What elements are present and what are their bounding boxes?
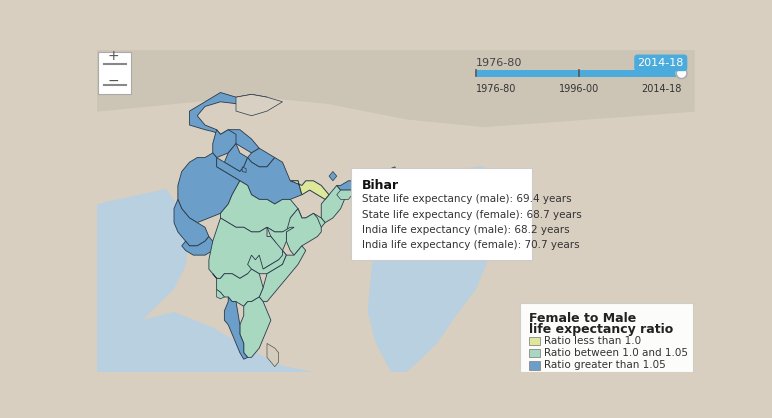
Text: −: − <box>108 74 120 88</box>
Polygon shape <box>96 189 189 335</box>
Text: Ratio between 1.0 and 1.05: Ratio between 1.0 and 1.05 <box>544 348 689 358</box>
Polygon shape <box>321 186 344 223</box>
Polygon shape <box>337 190 356 199</box>
Text: Ratio less than 1.0: Ratio less than 1.0 <box>544 336 642 346</box>
Polygon shape <box>290 181 329 199</box>
Polygon shape <box>248 148 275 167</box>
FancyBboxPatch shape <box>520 303 693 372</box>
Polygon shape <box>259 246 306 302</box>
Polygon shape <box>221 181 302 232</box>
Polygon shape <box>329 171 337 181</box>
Text: India life expectancy (female): 70.7 years: India life expectancy (female): 70.7 yea… <box>361 240 579 250</box>
Text: 2014-18: 2014-18 <box>642 84 682 94</box>
Polygon shape <box>217 290 225 299</box>
Polygon shape <box>174 199 209 246</box>
Polygon shape <box>225 144 248 171</box>
Polygon shape <box>337 181 379 195</box>
Polygon shape <box>209 218 286 278</box>
Text: +: + <box>108 49 120 63</box>
FancyBboxPatch shape <box>350 168 532 260</box>
Circle shape <box>676 68 687 79</box>
Bar <box>98 52 130 94</box>
Text: 1976-80: 1976-80 <box>476 84 516 94</box>
Polygon shape <box>178 153 240 223</box>
Polygon shape <box>286 209 321 255</box>
Text: India life expectancy (male): 68.2 years: India life expectancy (male): 68.2 years <box>361 225 569 235</box>
Text: State life expectancy (male): 69.4 years: State life expectancy (male): 69.4 years <box>361 194 571 204</box>
Polygon shape <box>213 269 263 306</box>
Text: life expectancy ratio: life expectancy ratio <box>529 323 673 336</box>
Polygon shape <box>240 297 271 357</box>
Text: Bihar: Bihar <box>361 179 398 192</box>
Polygon shape <box>242 167 246 173</box>
Bar <box>529 361 540 370</box>
Text: Female to Male: Female to Male <box>529 312 636 325</box>
Polygon shape <box>96 50 695 127</box>
Polygon shape <box>236 94 283 116</box>
Polygon shape <box>189 92 267 134</box>
Polygon shape <box>96 312 407 372</box>
Polygon shape <box>181 237 213 255</box>
Text: State life expectancy (female): 68.7 years: State life expectancy (female): 68.7 yea… <box>361 209 581 219</box>
Polygon shape <box>267 344 279 367</box>
Polygon shape <box>225 297 248 359</box>
Text: 2014-18: 2014-18 <box>638 58 684 68</box>
Polygon shape <box>367 166 499 372</box>
Bar <box>529 336 540 345</box>
Polygon shape <box>290 209 325 232</box>
Polygon shape <box>217 158 302 204</box>
Polygon shape <box>267 227 294 250</box>
Text: Ratio greater than 1.05: Ratio greater than 1.05 <box>544 360 666 370</box>
Polygon shape <box>213 130 236 158</box>
Polygon shape <box>356 167 399 195</box>
Polygon shape <box>367 181 387 204</box>
Polygon shape <box>248 250 286 274</box>
Text: 1996-00: 1996-00 <box>559 84 599 94</box>
Bar <box>529 349 540 357</box>
Text: 1976-80: 1976-80 <box>476 58 523 68</box>
Polygon shape <box>221 130 259 153</box>
